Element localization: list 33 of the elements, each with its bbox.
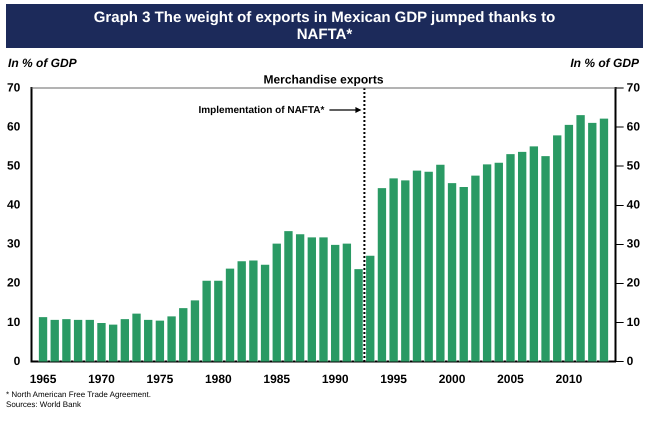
y-tick-label: 40 [6, 198, 21, 212]
y2-tick-label: 40 [626, 198, 640, 212]
source-note: Sources: World Bank [6, 400, 82, 410]
x-tick-label: 1965 [30, 372, 57, 386]
x-tick-label: 1995 [380, 372, 408, 386]
y-tick-label: 50 [6, 158, 21, 172]
x-tick-label: 1970 [88, 372, 116, 386]
y-tick-label: 70 [6, 80, 21, 94]
x-tick-label: 1980 [204, 372, 232, 386]
y-tick-label: 20 [6, 276, 21, 290]
chart-title: Graph 3 The weight of exports in Mexican GDP jumped thanks to NAFTA* [6, 4, 643, 48]
chart-subtitle: Merchandise exports [263, 72, 384, 86]
y-tick-label: 0 [14, 354, 21, 368]
ref-line-label: Implementation of NAFTA* [198, 104, 324, 116]
y2-tick-label: 50 [626, 158, 640, 172]
x-tick-label: 1975 [146, 372, 174, 386]
y2-tick-label: 10 [626, 314, 640, 329]
y2-axis-title: In % of GDP [570, 56, 639, 70]
y-tick-label: 10 [6, 314, 21, 329]
x-tick-label: 2000 [438, 372, 466, 386]
y2-tick-label: 0 [626, 354, 634, 368]
y2-tick-label: 20 [626, 276, 640, 290]
y2-tick-label: 70 [626, 80, 640, 94]
y-axis-title: In % of GDP [8, 56, 77, 70]
x-tick-label: 1990 [322, 372, 349, 386]
y2-tick-label: 60 [626, 119, 640, 134]
y2-tick-label: 30 [626, 236, 640, 251]
y-tick-label: 30 [6, 236, 21, 251]
text: * North American Free Trade Agreement. [6, 390, 152, 400]
x-tick-label: 2010 [556, 372, 583, 386]
x-tick-label: 1985 [263, 372, 290, 386]
x-tick-label: 2005 [497, 372, 524, 386]
y-tick-label: 60 [6, 119, 21, 134]
